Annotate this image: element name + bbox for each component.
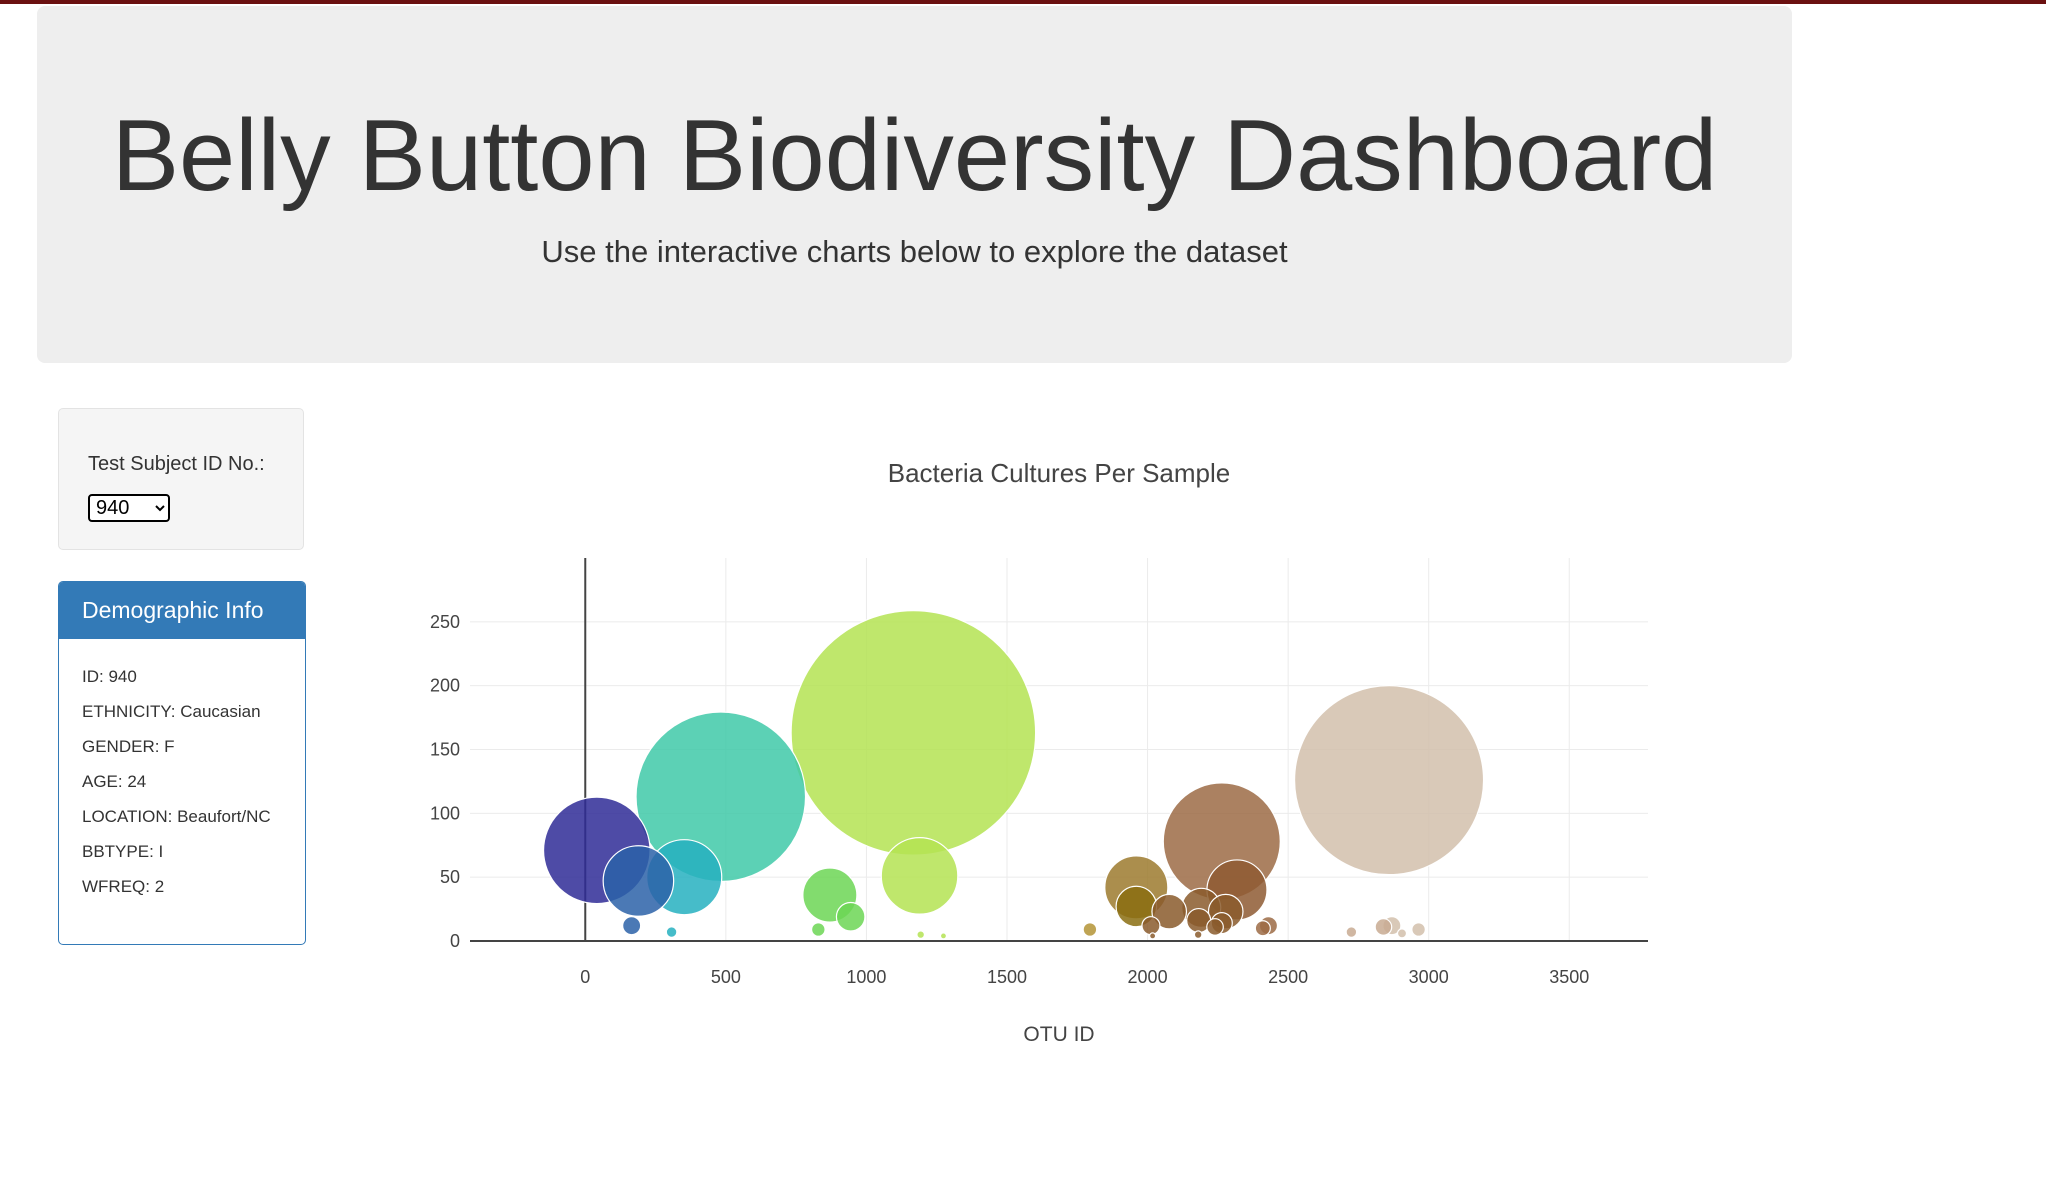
y-tick-label: 100 [430,803,460,823]
bubble-point[interactable] [602,845,675,917]
x-axis-label: OTU ID [1023,1023,1094,1046]
bubble-chart[interactable]: Bacteria Cultures Per Sample OTU ID 0 500… [420,420,1710,1060]
bubble-point[interactable] [1193,930,1203,939]
subject-selector-well: Test Subject ID No.: 940 [58,408,304,550]
bubble-point[interactable] [790,610,1037,856]
bubble-point[interactable] [622,916,642,936]
bubble-point[interactable] [880,837,959,915]
bubble-point[interactable] [1151,893,1188,930]
bubble-point[interactable] [1411,922,1426,937]
chart-bubbles [542,610,1485,940]
x-tick-label: 1000 [846,967,886,987]
page-title: Belly Button Biodiversity Dashboard [111,100,1718,212]
demographic-row-bbtype: BBTYPE: I [82,842,164,861]
demographic-row-id: ID: 940 [82,667,137,686]
x-tick-label: 3500 [1549,967,1589,987]
subject-id-select[interactable]: 940 [88,494,170,522]
demographic-row-location: LOCATION: Beaufort/NC [82,807,271,826]
bubble-point[interactable] [810,922,826,937]
bubble-point[interactable] [665,926,678,938]
demographic-info-body: ID: 940 ETHNICITY: Caucasian GENDER: F A… [59,639,305,912]
chart-title: Bacteria Cultures Per Sample [888,458,1230,488]
bubble-point[interactable] [1345,926,1358,938]
bubble-point[interactable] [939,932,948,940]
subject-id-label: Test Subject ID No.: [88,453,265,475]
bubble-point[interactable] [1149,932,1157,940]
bubble-point[interactable] [1206,918,1224,936]
bubble-point[interactable] [1374,918,1393,936]
demographic-row-age: AGE: 24 [82,772,147,791]
x-tick-label: 0 [580,967,590,987]
x-tick-label: 2000 [1128,967,1168,987]
x-tick-label: 1500 [987,967,1027,987]
bubble-point[interactable] [1396,928,1408,939]
y-tick-label: 150 [430,740,460,760]
bubble-point[interactable] [1293,685,1485,876]
bubble-point[interactable] [835,901,866,932]
demographic-info-panel: Demographic Info ID: 940 ETHNICITY: Cauc… [58,581,306,945]
bubble-point[interactable] [1141,916,1161,936]
bubble-point[interactable] [1254,920,1271,937]
demographic-row-wfreq: WFREQ: 2 [82,877,165,896]
bubble-point[interactable] [916,930,926,939]
jumbotron-header: Belly Button Biodiversity Dashboard Use … [37,6,1792,363]
x-tick-label: 3000 [1409,967,1449,987]
page-subtitle: Use the interactive charts below to expl… [541,234,1288,269]
x-tick-label: 2500 [1268,967,1308,987]
x-tick-label: 500 [711,967,741,987]
demographic-info-heading: Demographic Info [59,582,305,639]
demographic-row-gender: GENDER: F [82,737,175,756]
bubble-point[interactable] [1082,922,1098,937]
demographic-row-ethnicity: ETHNICITY: Caucasian [82,702,261,721]
y-tick-label: 200 [430,676,460,696]
top-accent-bar [0,0,2046,4]
y-tick-label: 0 [450,931,460,951]
y-tick-label: 50 [440,867,460,887]
y-tick-label: 250 [430,612,460,632]
